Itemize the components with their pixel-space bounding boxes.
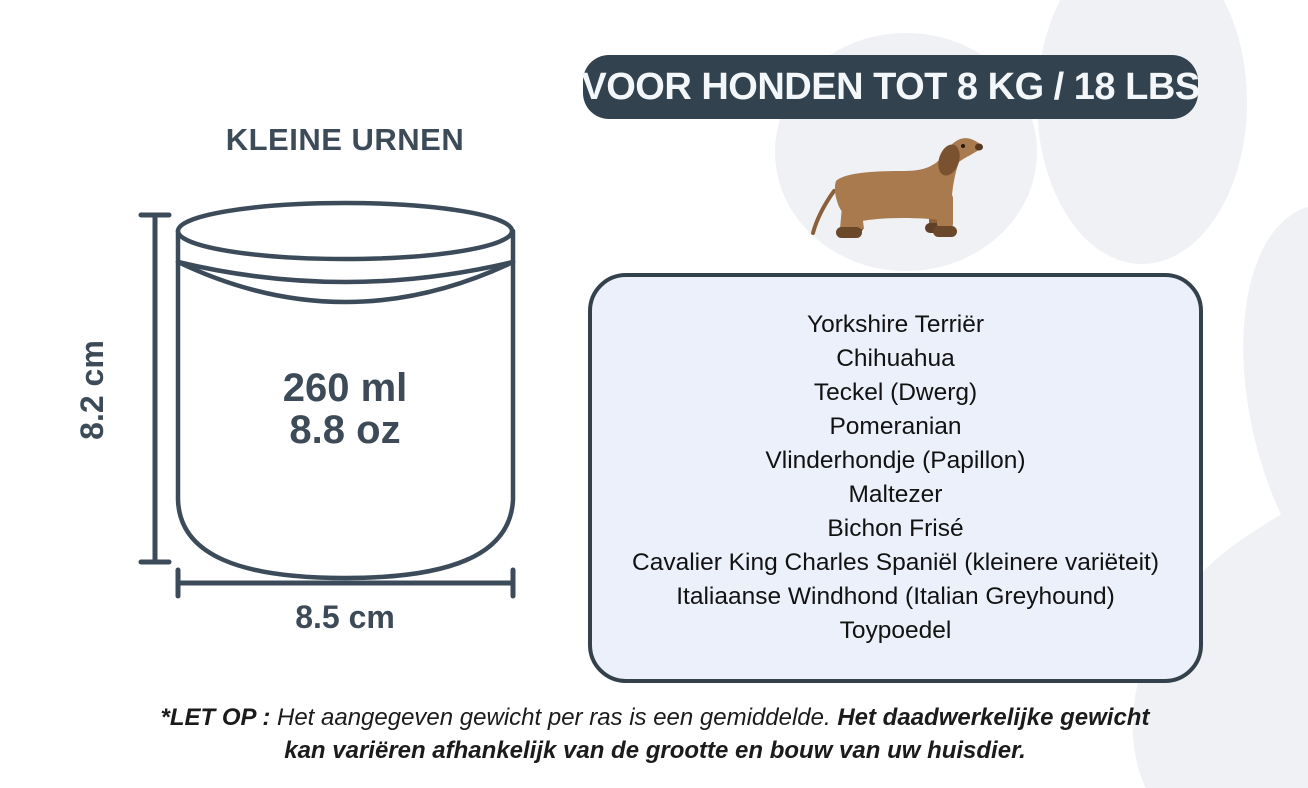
breed-list-box: Yorkshire Terriër Chihuahua Teckel (Dwer… xyxy=(588,273,1203,683)
dachshund-icon xyxy=(811,138,983,238)
width-dimension-line xyxy=(175,567,516,599)
urn-volume-label: 260 ml 8.8 oz xyxy=(175,367,515,451)
breed-list-item: Yorkshire Terriër xyxy=(806,311,984,338)
breed-list-item: Bichon Frisé xyxy=(827,515,964,542)
urn-lid-edge xyxy=(175,259,516,285)
weight-range-label: VOOR HONDEN TOT 8 KG / 18 LBS xyxy=(581,65,1200,108)
weight-range-banner: VOOR HONDEN TOT 8 KG / 18 LBS xyxy=(581,55,1200,119)
urn-height-label: 8.2 cm xyxy=(73,340,110,440)
breed-list-item: Chihuahua xyxy=(836,345,955,372)
breed-list-item: Pomeranian xyxy=(829,413,962,440)
breed-list-item: Italiaanse Windhond (Italian Greyhound) xyxy=(676,583,1115,610)
disclaimer-emphasis: Het daadwerkelijke gewicht kan variëren … xyxy=(284,704,1150,764)
breed-list-item: Maltezer xyxy=(848,481,943,508)
urn-body xyxy=(175,228,516,581)
disclaimer-body: Het aangegeven gewicht per ras is een ge… xyxy=(276,704,838,731)
disclaimer-note: *LET OP : Het aangegeven gewicht per ras… xyxy=(140,701,1170,767)
breed-list-item: Vlinderhondje (Papillon) xyxy=(765,447,1026,474)
disclaimer-prefix: *LET OP : xyxy=(160,704,277,731)
breed-list-item: Toypoedel xyxy=(839,617,952,644)
height-dimension-line xyxy=(138,212,172,565)
urn-lid xyxy=(175,200,515,262)
urn-width-label: 8.5 cm xyxy=(295,599,395,635)
volume-oz: 8.8 oz xyxy=(289,408,401,452)
breed-list-item: Teckel (Dwerg) xyxy=(813,379,978,406)
page-title: KLEINE URNEN xyxy=(225,122,465,157)
volume-ml: 260 ml xyxy=(282,366,408,410)
urn-shoulder xyxy=(175,259,516,305)
paw-print-icon xyxy=(1037,0,1247,264)
breed-list-item: Cavalier King Charles Spaniël (kleinere … xyxy=(632,549,1159,576)
